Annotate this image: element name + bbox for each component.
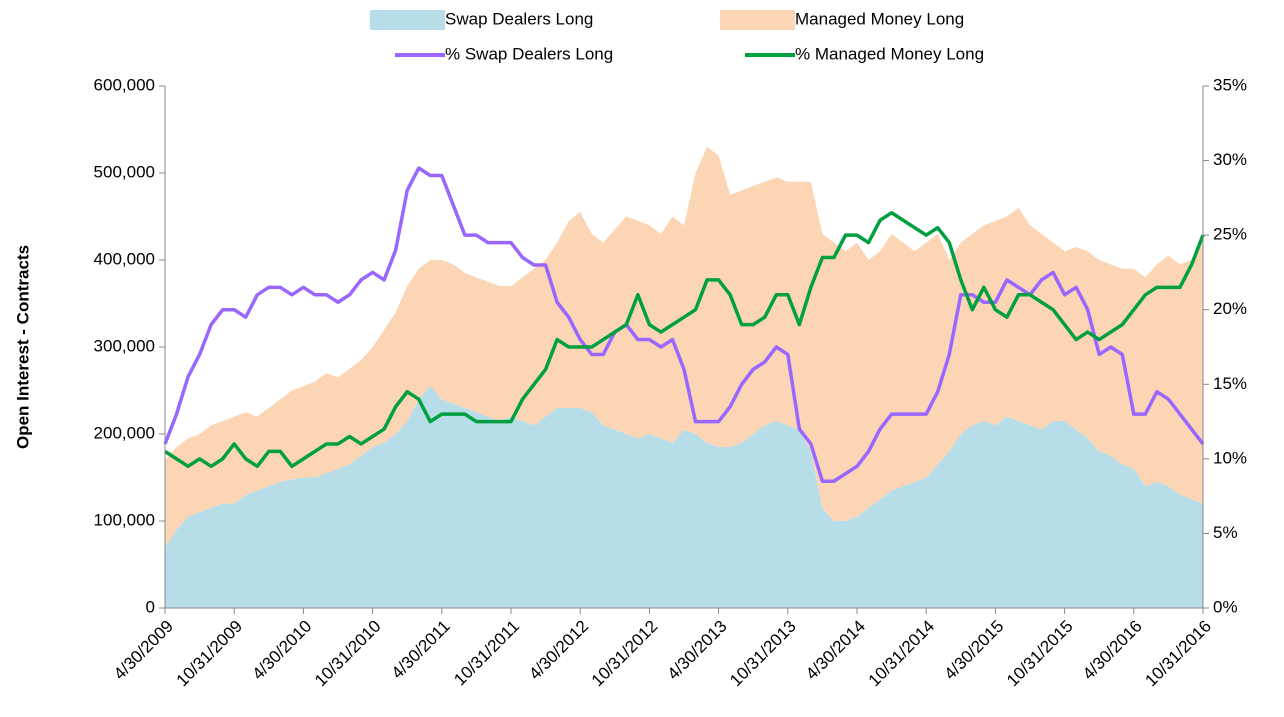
x-tick-label: 10/31/2009 <box>173 617 247 691</box>
y2-tick-label: 30% <box>1213 150 1247 169</box>
line <box>164 211 1205 469</box>
area <box>165 146 1203 548</box>
x-tick-label: 4/30/2015 <box>940 617 1007 684</box>
legend-label: % Swap Dealers Long <box>445 44 613 63</box>
legend-label: Swap Dealers Long <box>445 9 593 28</box>
x-tick-label: 4/30/2012 <box>525 617 592 684</box>
area <box>165 386 1203 608</box>
y2-tick-label: 20% <box>1213 299 1247 318</box>
legend-swatch <box>370 10 445 30</box>
x-tick-label: 10/31/2015 <box>1003 617 1077 691</box>
y-tick-label: 0 <box>146 597 155 616</box>
y2-tick-label: 35% <box>1213 75 1247 94</box>
y2-tick-label: 10% <box>1213 448 1247 467</box>
x-tick-label: 4/30/2016 <box>1079 617 1146 684</box>
x-tick-label: 4/30/2013 <box>664 617 731 684</box>
y-tick-label: 100,000 <box>94 510 155 529</box>
y2-tick-label: 15% <box>1213 374 1247 393</box>
x-tick-label: 10/31/2010 <box>311 617 385 691</box>
x-tick-label: 4/30/2009 <box>110 617 177 684</box>
legend-swatch <box>720 10 795 30</box>
y-tick-label: 400,000 <box>94 249 155 268</box>
legend-label: % Managed Money Long <box>795 44 984 63</box>
x-tick-label: 10/31/2011 <box>450 617 523 690</box>
y2-tick-label: 0% <box>1213 597 1238 616</box>
y-axis-label: Open Interest - Contracts <box>13 245 32 449</box>
x-tick-label: 4/30/2014 <box>802 617 869 684</box>
y2-tick-label: 5% <box>1213 523 1238 542</box>
x-tick-label: 4/30/2010 <box>248 617 315 684</box>
y-tick-label: 600,000 <box>94 75 155 94</box>
x-tick-label: 10/31/2016 <box>1141 617 1215 691</box>
y-tick-label: 500,000 <box>94 162 155 181</box>
y2-tick-label: 25% <box>1213 225 1247 244</box>
x-tick-label: 4/30/2011 <box>388 617 454 683</box>
y-tick-label: 200,000 <box>94 423 155 442</box>
legend-label: Managed Money Long <box>795 9 964 28</box>
x-tick-label: 10/31/2012 <box>588 617 662 691</box>
x-tick-label: 10/31/2014 <box>865 617 939 691</box>
y-tick-label: 300,000 <box>94 336 155 355</box>
x-tick-label: 10/31/2013 <box>726 617 800 691</box>
